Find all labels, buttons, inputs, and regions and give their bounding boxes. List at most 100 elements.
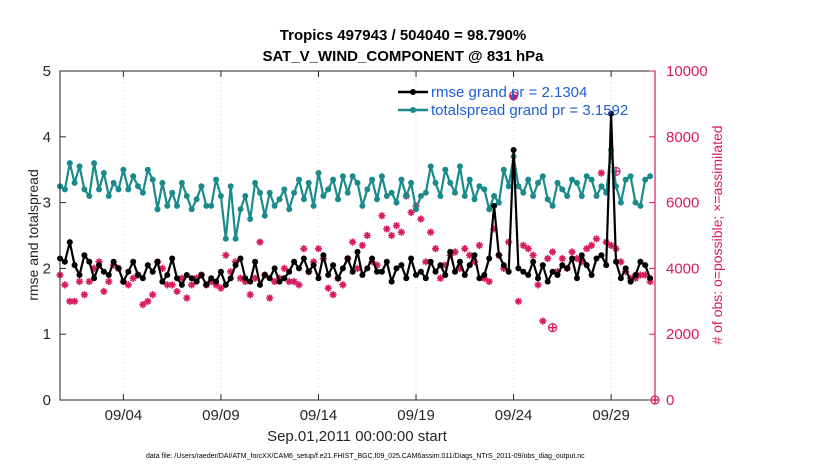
obs-assimilated-marker xyxy=(236,274,245,282)
x-tick-label: 09/04 xyxy=(105,407,143,424)
rmse-point xyxy=(486,255,493,262)
x-tick-label: 09/29 xyxy=(592,407,630,424)
rmse-point xyxy=(135,272,141,278)
rmse-point xyxy=(174,275,180,282)
rmse-point xyxy=(271,265,278,272)
obs-assimilated-marker xyxy=(436,274,445,282)
obs-assimilated-marker xyxy=(285,277,293,286)
y-tick-label-left: 0 xyxy=(43,392,51,409)
obs-assimilated-marker xyxy=(480,274,488,282)
y-axis-label-left: rmse and totalspread xyxy=(25,169,41,301)
rmse-point xyxy=(369,255,376,262)
y-tick-label-right: 8000 xyxy=(666,129,699,146)
rmse-point xyxy=(544,278,551,285)
rmse-point xyxy=(91,275,98,282)
totalspread-point xyxy=(520,189,527,196)
rmse-point xyxy=(110,258,117,265)
rmse-point xyxy=(183,272,190,278)
totalspread-point xyxy=(81,186,88,193)
totalspread-point xyxy=(320,193,327,199)
obs-assimilated-marker xyxy=(349,238,357,246)
totalspread-point xyxy=(461,193,468,199)
obs-assimilated-marker xyxy=(163,281,171,289)
chart-subtitle: SAT_V_WIND_COMPONENT @ 831 hPa xyxy=(262,48,544,65)
totalspread-point xyxy=(564,193,571,199)
rmse-point xyxy=(378,268,385,275)
totalspread-point xyxy=(535,179,541,186)
obs-assimilated-marker xyxy=(383,225,391,233)
totalspread-point xyxy=(413,206,419,213)
ticks-layer: 09/04 09/09 09/14 09/19 09/24 09/29 0 1 2 3 4 5 0 200… xyxy=(43,63,708,424)
totalspread-point xyxy=(208,202,215,209)
obs-assimilated-marker xyxy=(524,245,532,253)
y-tick-label-left: 3 xyxy=(43,195,51,212)
obs-possible-cross xyxy=(509,92,518,100)
rmse-point xyxy=(461,272,468,278)
rmse-point xyxy=(491,202,498,209)
rmse-point xyxy=(276,278,283,285)
rmse-point xyxy=(154,258,161,265)
rmse-point xyxy=(569,255,576,262)
obs-assimilated-marker xyxy=(231,258,240,266)
rmse-point xyxy=(393,265,400,272)
rmse-point xyxy=(300,255,307,262)
obs-assimilated-marker xyxy=(144,297,152,305)
rmse-point xyxy=(578,252,585,259)
x-tick-label: 09/19 xyxy=(397,407,435,424)
obs-assimilated-marker xyxy=(80,291,88,299)
totalspread-point xyxy=(174,202,180,209)
legend-label-totalspread: totalspread grand pr = 3.1592 xyxy=(431,102,628,119)
obs-assimilated-marker xyxy=(456,264,464,272)
obs-assimilated-marker xyxy=(451,248,459,256)
chart-title: Tropics 497943 / 504040 = 98.790% xyxy=(280,27,526,44)
totalspread-point xyxy=(305,179,312,186)
obs-assimilated-marker xyxy=(500,264,508,272)
obs-assimilated-marker xyxy=(431,245,440,253)
rmse-point xyxy=(81,252,88,259)
totalspread-point xyxy=(130,173,137,180)
rmse-point xyxy=(208,275,215,282)
obs-assimilated-marker xyxy=(583,245,591,253)
totalspread-point xyxy=(330,176,337,183)
totalspread-point xyxy=(193,196,200,203)
totalspread-point xyxy=(647,173,654,180)
totalspread-point xyxy=(261,212,268,219)
obs-assimilated-marker xyxy=(592,235,601,243)
totalspread-point xyxy=(539,173,546,180)
rmse-point xyxy=(96,262,102,269)
y-tick-label-right: 2000 xyxy=(666,326,699,343)
totalspread-point xyxy=(632,199,639,206)
rmse-point xyxy=(349,268,356,275)
obs-assimilated-marker xyxy=(192,274,201,282)
obs-assimilated-marker xyxy=(558,254,566,263)
totalspread-point xyxy=(408,179,415,186)
obs-assimilated-marker xyxy=(646,277,654,286)
obs-assimilated-marker xyxy=(417,215,425,223)
totalspread-point xyxy=(135,183,141,190)
obs-assimilated-marker xyxy=(641,271,649,279)
rmse-point xyxy=(159,278,166,285)
obs-assimilated-marker xyxy=(422,258,430,266)
totalspread-point xyxy=(271,202,278,209)
totalspread-point xyxy=(637,202,644,209)
totalspread-point xyxy=(491,193,498,199)
obs-assimilated-marker xyxy=(397,228,405,236)
rmse-point xyxy=(242,275,249,282)
totalspread-point xyxy=(422,189,429,196)
obs-assimilated-marker xyxy=(505,238,513,246)
obs-assimilated-marker xyxy=(100,287,108,296)
rmse-point xyxy=(437,262,444,269)
obs-assimilated-marker xyxy=(427,228,435,236)
totalspread-point xyxy=(588,176,595,183)
rmse-point xyxy=(559,262,566,269)
obs-assimilated-marker xyxy=(75,277,84,286)
obs-assimilated-marker xyxy=(324,284,332,292)
rmse-point xyxy=(647,275,654,282)
rmse-point xyxy=(178,281,185,288)
rmse-point xyxy=(564,265,571,272)
rmse-point xyxy=(398,262,405,269)
totalspread-point xyxy=(281,186,288,193)
rmse-point xyxy=(222,281,229,288)
obs-assimilated-marker xyxy=(607,241,615,249)
totalspread-point xyxy=(164,202,171,209)
